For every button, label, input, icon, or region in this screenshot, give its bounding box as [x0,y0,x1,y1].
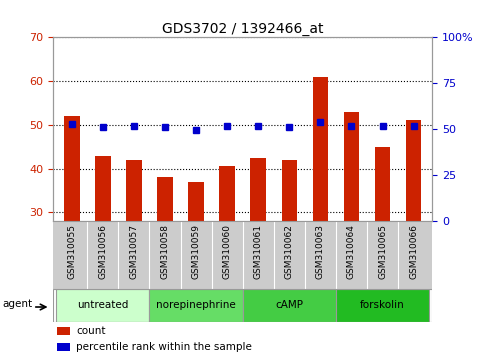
Text: cAMP: cAMP [275,300,303,310]
Bar [375,147,390,221]
Bar [251,158,266,221]
Text: norepinephrine: norepinephrine [156,300,236,310]
Title: GDS3702 / 1392466_at: GDS3702 / 1392466_at [162,22,324,36]
Text: GSM310059: GSM310059 [192,224,200,279]
Bar [64,116,80,221]
Text: agent: agent [3,299,33,309]
Text: GSM310066: GSM310066 [409,224,418,279]
Text: GSM310062: GSM310062 [285,224,294,279]
Bar [157,177,173,221]
Bar [406,120,421,221]
Text: forskolin: forskolin [360,300,405,310]
Bar [282,160,297,221]
Bar [126,160,142,221]
Text: GSM310056: GSM310056 [99,224,107,279]
Bar [344,112,359,221]
Text: GSM310065: GSM310065 [378,224,387,279]
Bar [57,343,70,351]
Bar [53,289,432,322]
Text: untreated: untreated [77,300,128,310]
Bar [149,289,243,322]
Text: GSM310057: GSM310057 [129,224,139,279]
Text: GSM310055: GSM310055 [67,224,76,279]
Bar [336,289,429,322]
Text: GSM310060: GSM310060 [223,224,232,279]
Bar [219,166,235,221]
Bar [188,182,204,221]
Bar [56,289,149,322]
Bar [313,76,328,221]
Bar [53,221,432,289]
Text: GSM310063: GSM310063 [316,224,325,279]
Bar [95,155,111,221]
Text: GSM310058: GSM310058 [160,224,170,279]
Text: GSM310064: GSM310064 [347,224,356,279]
Text: count: count [76,326,105,336]
Text: percentile rank within the sample: percentile rank within the sample [76,342,252,352]
Bar [243,289,336,322]
Bar [57,327,70,335]
Text: GSM310061: GSM310061 [254,224,263,279]
